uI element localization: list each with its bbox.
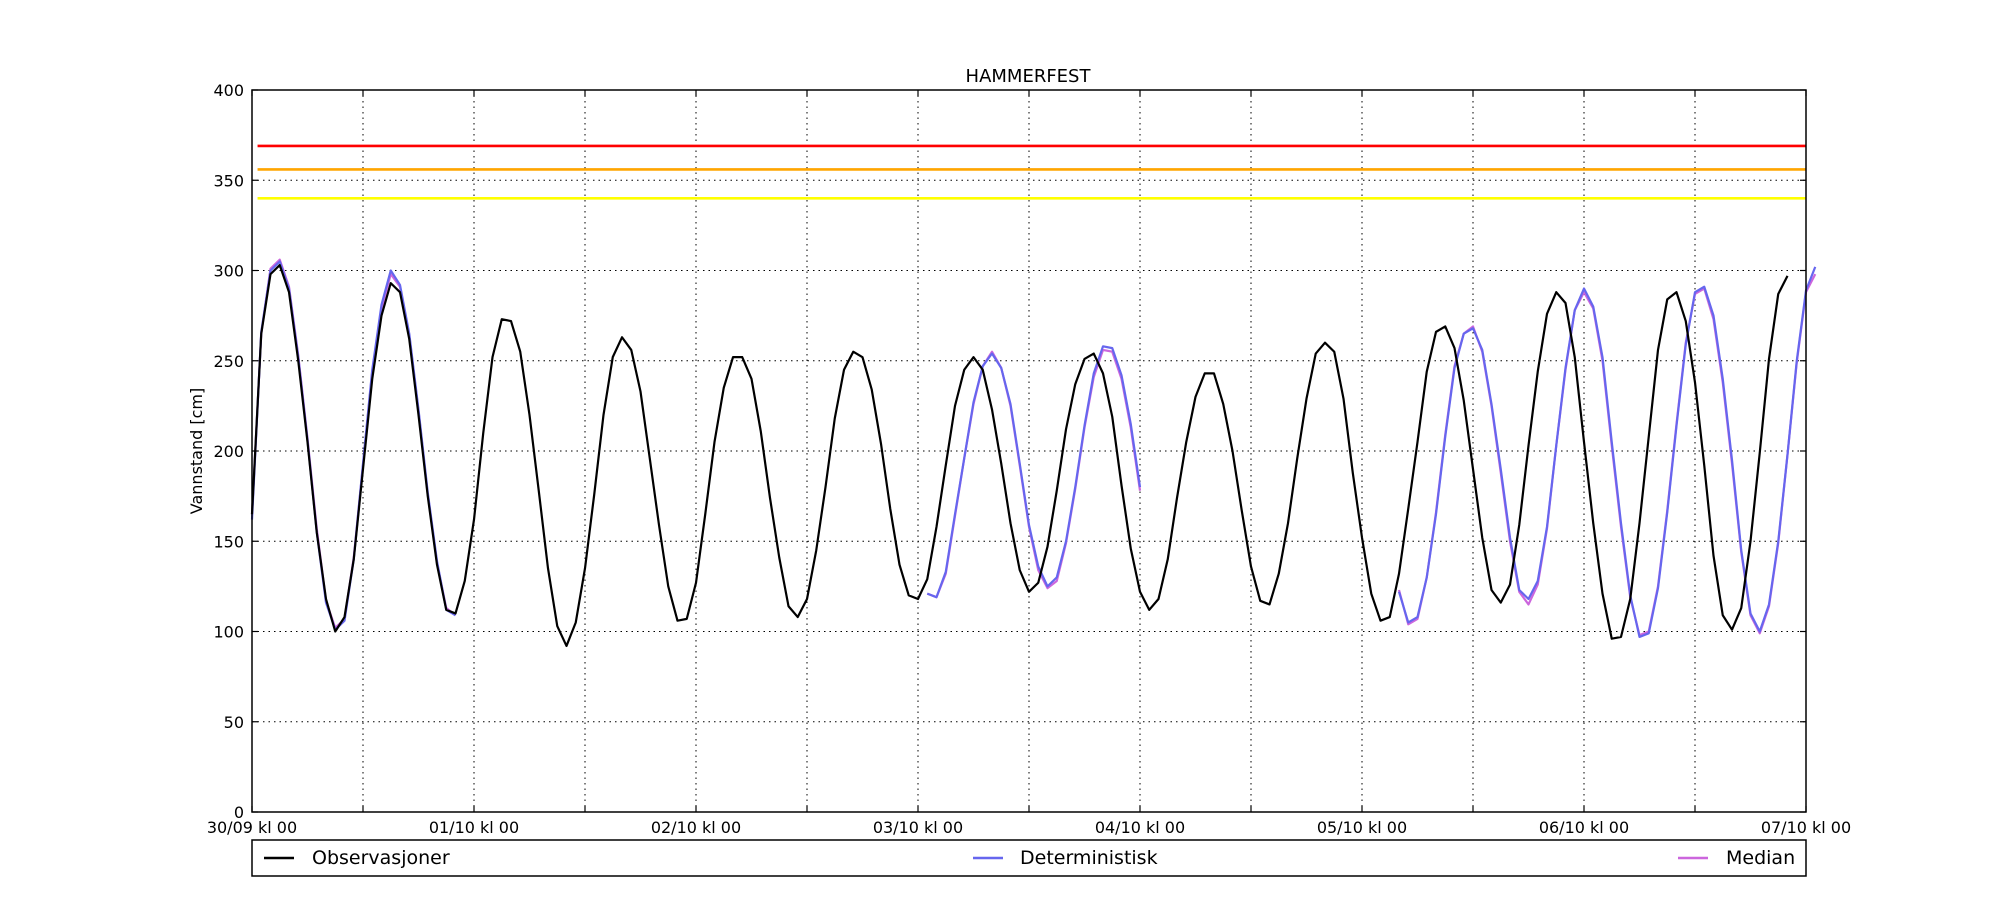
y-tick-label: 400 — [213, 81, 244, 100]
series-line-observasjoner — [250, 263, 1789, 648]
y-tick-label: 100 — [213, 623, 244, 642]
series-line-deterministisk — [926, 345, 1142, 599]
threshold-lines — [257, 144, 1806, 200]
x-tick-label: 30/09 kl 00 — [207, 818, 297, 837]
chart-title: HAMMERFEST — [966, 66, 1092, 87]
series-line-deterministisk — [250, 260, 457, 631]
y-tick-label: 350 — [213, 171, 244, 190]
series-line-median — [1397, 273, 1817, 637]
y-tick-label: 200 — [213, 442, 244, 461]
series-line-deterministisk — [1397, 266, 1817, 639]
y-tick-label: 50 — [224, 713, 244, 732]
legend-frame — [251, 839, 1807, 877]
y-axis: 0 50 100 150 200 250 300 350 400 — [213, 81, 1806, 822]
x-tick-label: 07/10 kl 00 — [1761, 818, 1851, 837]
grid-lines — [252, 90, 1806, 812]
legend-label: Deterministisk — [1020, 847, 1158, 869]
x-tick-label: 06/10 kl 00 — [1539, 818, 1629, 837]
x-axis: 30/09 kl 00 01/10 kl 00 02/10 kl 00 03/10 k… — [207, 90, 1851, 837]
y-tick-label: 250 — [213, 352, 244, 371]
x-tick-label: 02/10 kl 00 — [651, 818, 741, 837]
x-tick-label: 01/10 kl 00 — [429, 818, 519, 837]
series-line-median — [250, 258, 457, 629]
y-tick-label: 0 — [234, 803, 244, 822]
legend-label: Median — [1726, 847, 1795, 869]
series-lines — [250, 258, 1817, 648]
x-tick-label: 05/10 kl 00 — [1317, 818, 1407, 837]
x-tick-label: 04/10 kl 00 — [1095, 818, 1185, 837]
y-tick-label: 300 — [213, 262, 244, 281]
x-tick-label: 03/10 kl 00 — [873, 818, 963, 837]
y-tick-label: 150 — [213, 532, 244, 551]
legend-label: Observasjoner — [312, 847, 450, 869]
y-axis-label: Vannstand [cm] — [187, 388, 206, 514]
legend: Observasjoner Deterministisk Median — [251, 839, 1807, 877]
